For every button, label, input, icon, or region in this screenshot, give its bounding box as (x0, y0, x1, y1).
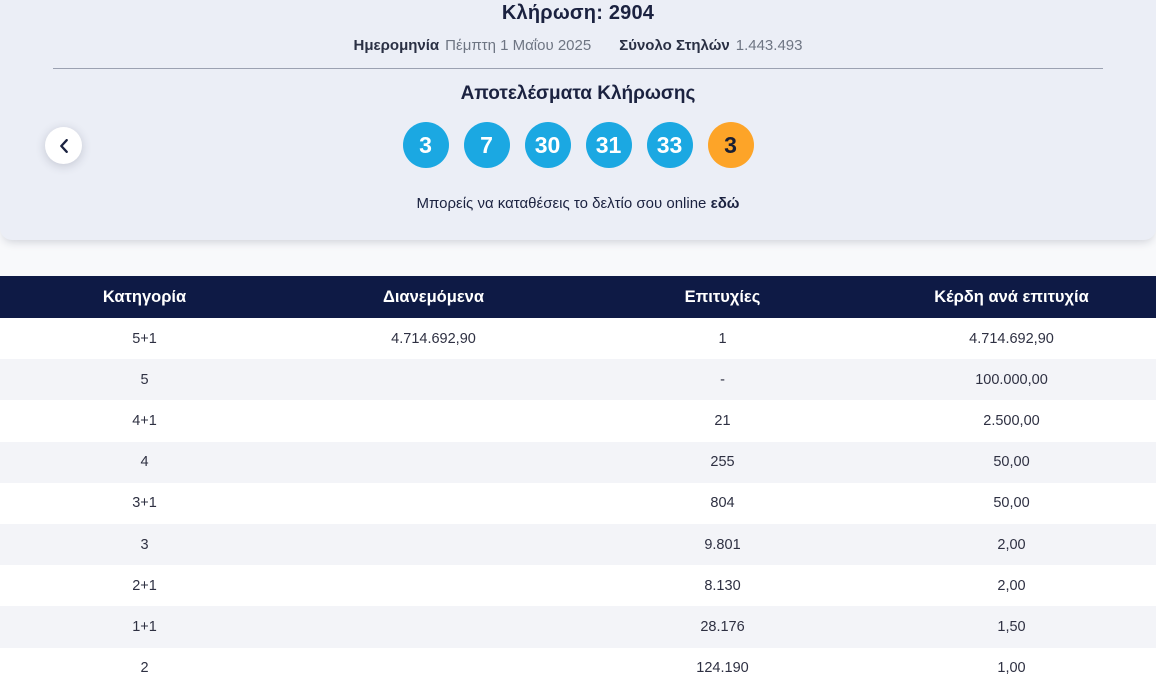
number-ball: 31 (585, 122, 632, 168)
table-cell (289, 442, 578, 483)
date-label: Ημερομηνία (353, 37, 440, 54)
table-cell: 2 (140, 660, 149, 677)
number-ball: 7 (463, 122, 510, 168)
table-row: 4 255 50,00 (0, 441, 1156, 483)
online-ticket-note: Μπορείς να καταθέσεις το δελτίο σου onli… (0, 195, 1156, 212)
note-text: Μπορείς να καταθέσεις το δελτίο σου onli… (416, 195, 711, 212)
table-cell: 28.176 (700, 618, 745, 635)
table-cell (289, 648, 578, 689)
table-cell: 100.000,00 (975, 371, 1048, 388)
draw-meta: Ημερομηνία Πέμπτη 1 Μαΐου 2025 Σύνολο Στη… (0, 37, 1156, 55)
table-row: 3+1 804 50,00 (0, 482, 1156, 524)
table-row: 1+1 28.176 1,50 (0, 606, 1156, 648)
draw-title: Κλήρωση: 2904 (501, 2, 655, 24)
column-header: Κατηγορία (0, 276, 289, 318)
table-cell: 4.714.692,90 (969, 330, 1054, 347)
prize-tiers-table: Κατηγορία Διανεμόμενα Επιτυχίες Κέρδη ανά ε… (0, 276, 1156, 689)
table-cell: 124.190 (696, 660, 749, 677)
draw-results-panel: Κλήρωση: 2904 Ημερομηνία Πέμπτη 1 Μαΐου 2… (0, 0, 1156, 240)
table-cell (289, 483, 578, 524)
draw-date: Ημερομηνία Πέμπτη 1 Μαΐου 2025 (354, 37, 592, 55)
table-row: 2+1 8.130 2,00 (0, 565, 1156, 607)
table-cell: - (720, 371, 725, 388)
table-row: 5+1 4.714.692,90 1 4.714.692,90 (0, 318, 1156, 360)
table-cell: 4+1 (132, 412, 157, 429)
divider (53, 68, 1103, 69)
columns-label: Σύνολο Στηλών (619, 37, 730, 54)
table-cell: 2,00 (997, 577, 1026, 594)
table-cell: 50,00 (993, 495, 1030, 512)
table-cell: 2,00 (997, 536, 1026, 553)
table-cell: 21 (714, 412, 731, 429)
total-columns: Σύνολο Στηλών 1.443.493 (619, 37, 802, 55)
table-cell: 2+1 (132, 577, 157, 594)
table-cell (289, 606, 578, 647)
table-cell (289, 524, 578, 565)
table-body: 5+1 4.714.692,90 1 4.714.692,90 5 - 100.000,00… (0, 318, 1156, 689)
table-cell: 50,00 (993, 454, 1030, 471)
winning-numbers: 3 7 30 31 33 3 (0, 122, 1156, 168)
table-cell: 3+1 (132, 495, 157, 512)
table-cell: 4 (140, 454, 149, 471)
table-cell: 1,00 (997, 660, 1026, 677)
table-cell: 5+1 (132, 330, 157, 347)
table-cell: 1 (718, 330, 727, 347)
number-ball: 3 (402, 122, 449, 168)
table-cell (289, 359, 578, 400)
table-cell: 5 (140, 371, 149, 388)
table-row: 5 - 100.000,00 (0, 359, 1156, 401)
table-cell: 255 (710, 454, 735, 471)
columns-value: 1.443.493 (735, 37, 803, 54)
table-row: 2 124.190 1,00 (0, 647, 1156, 689)
date-value: Πέμπτη 1 Μαΐου 2025 (445, 37, 592, 54)
table-cell (289, 400, 578, 441)
number-ball: 33 (646, 122, 693, 168)
number-ball: 30 (524, 122, 571, 168)
results-heading: Αποτελέσματα Κλήρωσης (460, 83, 696, 104)
table-cell: 1+1 (132, 618, 157, 635)
table-row: 3 9.801 2,00 (0, 523, 1156, 566)
table-cell: 3 (140, 536, 149, 553)
table-cell: 8.130 (704, 577, 741, 594)
column-header: Διανεμόμενα (289, 276, 578, 318)
table-header-row: Κατηγορία Διανεμόμενα Επιτυχίες Κέρδη ανά ε… (0, 276, 1156, 318)
note-link[interactable]: εδώ (710, 195, 740, 212)
table-cell: 804 (710, 495, 735, 512)
chevron-left-icon (59, 138, 69, 153)
table-cell (289, 565, 578, 606)
table-cell: 2.500,00 (983, 412, 1040, 429)
table-cell: 1,50 (997, 618, 1026, 635)
table-cell: 4.714.692,90 (391, 330, 476, 347)
table-row: 4+1 21 2.500,00 (0, 400, 1156, 442)
joker-ball: 3 (707, 122, 754, 168)
table-cell: 9.801 (704, 536, 741, 553)
column-header: Επιτυχίες (578, 276, 867, 318)
carousel-prev-button[interactable] (45, 127, 82, 164)
column-header: Κέρδη ανά επιτυχία (867, 276, 1156, 318)
